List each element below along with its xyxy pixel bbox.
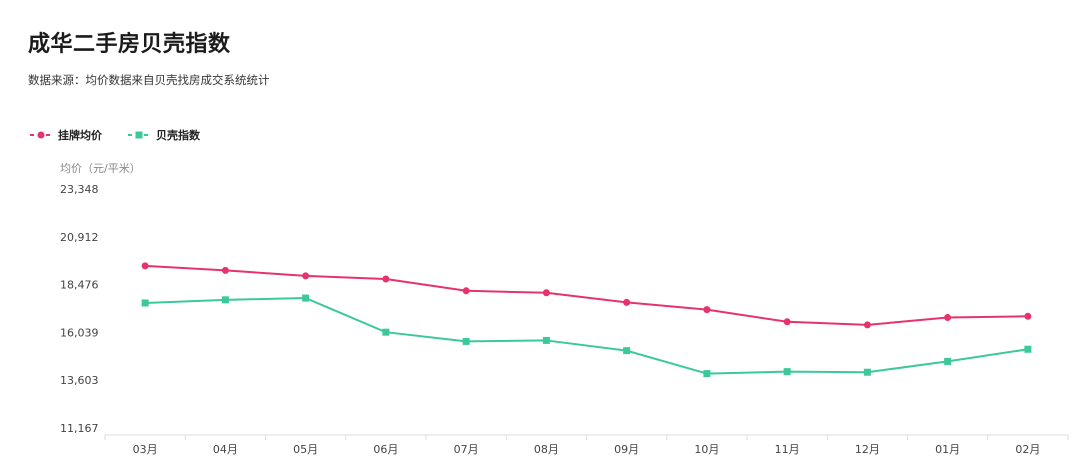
x-tick-label: 12月 bbox=[855, 443, 880, 456]
y-tick-label: 23,348 bbox=[60, 183, 99, 196]
y-tick-label: 18,476 bbox=[60, 279, 99, 292]
data-point-listing[interactable] bbox=[944, 313, 952, 321]
legend-swatch-listing bbox=[30, 131, 52, 139]
y-axis-label: 均价（元/平米） bbox=[60, 162, 141, 175]
x-tick-label: 04月 bbox=[213, 443, 238, 456]
x-tick-label: 05月 bbox=[293, 443, 318, 456]
x-axis: 03月 04月 05月 06月 07月 08月 09月 10月 11月 12月 01月 02月 bbox=[104, 434, 1069, 456]
x-tick-label: 07月 bbox=[454, 443, 479, 456]
x-tick-label: 10月 bbox=[694, 443, 719, 456]
legend-label-listing: 挂牌均价 bbox=[58, 129, 102, 142]
data-point-listing[interactable] bbox=[783, 318, 791, 326]
legend-item-listing[interactable]: 挂牌均价 bbox=[30, 127, 102, 143]
x-tick-label: 01月 bbox=[935, 443, 960, 456]
legend-marker-listing bbox=[37, 131, 45, 139]
y-tick-label: 11,167 bbox=[60, 422, 99, 435]
y-tick-label: 20,912 bbox=[60, 231, 99, 244]
data-point-index[interactable] bbox=[1024, 345, 1032, 353]
data-point-listing[interactable] bbox=[623, 298, 631, 306]
x-tick-label: 03月 bbox=[133, 443, 158, 456]
legend-marker-index bbox=[135, 131, 143, 139]
data-point-index[interactable] bbox=[783, 368, 791, 376]
data-source-note: 数据来源：均价数据来自贝壳找房成交系统统计 bbox=[28, 73, 270, 87]
data-point-index[interactable] bbox=[863, 368, 871, 376]
data-point-listing[interactable] bbox=[703, 306, 711, 314]
legend-swatch-index bbox=[128, 131, 150, 139]
data-point-listing[interactable] bbox=[863, 321, 871, 329]
x-tick-label: 02月 bbox=[1015, 443, 1040, 456]
data-point-index[interactable] bbox=[141, 299, 149, 307]
data-point-index[interactable] bbox=[302, 294, 310, 302]
data-point-listing[interactable] bbox=[302, 272, 310, 280]
data-point-listing[interactable] bbox=[141, 262, 149, 270]
legend-item-index[interactable]: 贝壳指数 bbox=[128, 127, 200, 143]
data-point-listing[interactable] bbox=[221, 266, 229, 274]
x-tick-label: 06月 bbox=[373, 443, 398, 456]
legend-label-index: 贝壳指数 bbox=[156, 129, 200, 142]
data-point-index[interactable] bbox=[542, 336, 550, 344]
data-point-index[interactable] bbox=[462, 337, 470, 345]
data-point-listing[interactable] bbox=[382, 275, 390, 283]
y-axis-ticks: 23,348 20,912 18,476 16,039 13,603 11,167 bbox=[60, 183, 99, 435]
chart-legend: 挂牌均价 贝壳指数 bbox=[30, 127, 226, 143]
y-tick-label: 16,039 bbox=[60, 326, 99, 339]
data-point-index[interactable] bbox=[703, 370, 711, 378]
data-point-index[interactable] bbox=[944, 357, 952, 365]
page-title: 成华二手房贝壳指数 bbox=[28, 32, 231, 57]
data-point-index[interactable] bbox=[382, 328, 390, 336]
series-line-listing bbox=[145, 264, 1028, 326]
data-point-listing[interactable] bbox=[462, 287, 470, 295]
data-point-index[interactable] bbox=[623, 347, 631, 355]
data-point-listing[interactable] bbox=[1024, 312, 1032, 320]
x-tick-label: 08月 bbox=[534, 443, 559, 456]
x-tick-label: 11月 bbox=[775, 443, 800, 456]
data-point-listing[interactable] bbox=[542, 289, 550, 297]
y-tick-label: 13,603 bbox=[60, 374, 99, 387]
series-line-index bbox=[145, 297, 1029, 375]
data-point-index[interactable] bbox=[221, 296, 229, 304]
series-layer bbox=[141, 262, 1032, 378]
x-tick-label: 09月 bbox=[614, 443, 639, 456]
